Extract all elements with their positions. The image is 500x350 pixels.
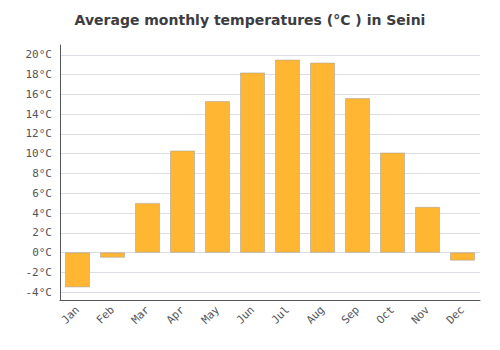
svg-text:Jun: Jun bbox=[234, 303, 257, 326]
svg-text:Feb: Feb bbox=[94, 303, 117, 326]
svg-text:Average monthly temperatures (: Average monthly temperatures (°C ) in Se… bbox=[75, 12, 426, 28]
svg-text:2°C: 2°C bbox=[32, 226, 52, 239]
svg-text:10°C: 10°C bbox=[26, 147, 53, 160]
svg-text:Jul: Jul bbox=[269, 303, 292, 326]
svg-text:0°C: 0°C bbox=[32, 246, 52, 259]
svg-text:6°C: 6°C bbox=[32, 187, 52, 200]
svg-text:16°C: 16°C bbox=[26, 88, 53, 101]
svg-text:Mar: Mar bbox=[129, 303, 152, 326]
svg-text:-2°C: -2°C bbox=[26, 266, 53, 279]
svg-text:8°C: 8°C bbox=[32, 167, 52, 180]
svg-text:May: May bbox=[199, 303, 222, 326]
svg-text:Sep: Sep bbox=[339, 303, 362, 326]
svg-text:Nov: Nov bbox=[409, 303, 432, 326]
svg-text:Apr: Apr bbox=[164, 303, 187, 326]
svg-text:Jan: Jan bbox=[59, 303, 82, 326]
svg-text:4°C: 4°C bbox=[32, 207, 52, 220]
svg-text:Oct: Oct bbox=[374, 303, 397, 326]
svg-text:Dec: Dec bbox=[444, 303, 467, 326]
svg-text:-4°C: -4°C bbox=[26, 286, 53, 299]
svg-text:14°C: 14°C bbox=[26, 108, 53, 121]
svg-text:20°C: 20°C bbox=[26, 48, 53, 61]
svg-text:Aug: Aug bbox=[304, 303, 327, 326]
svg-text:12°C: 12°C bbox=[26, 127, 53, 140]
svg-text:18°C: 18°C bbox=[26, 68, 53, 81]
